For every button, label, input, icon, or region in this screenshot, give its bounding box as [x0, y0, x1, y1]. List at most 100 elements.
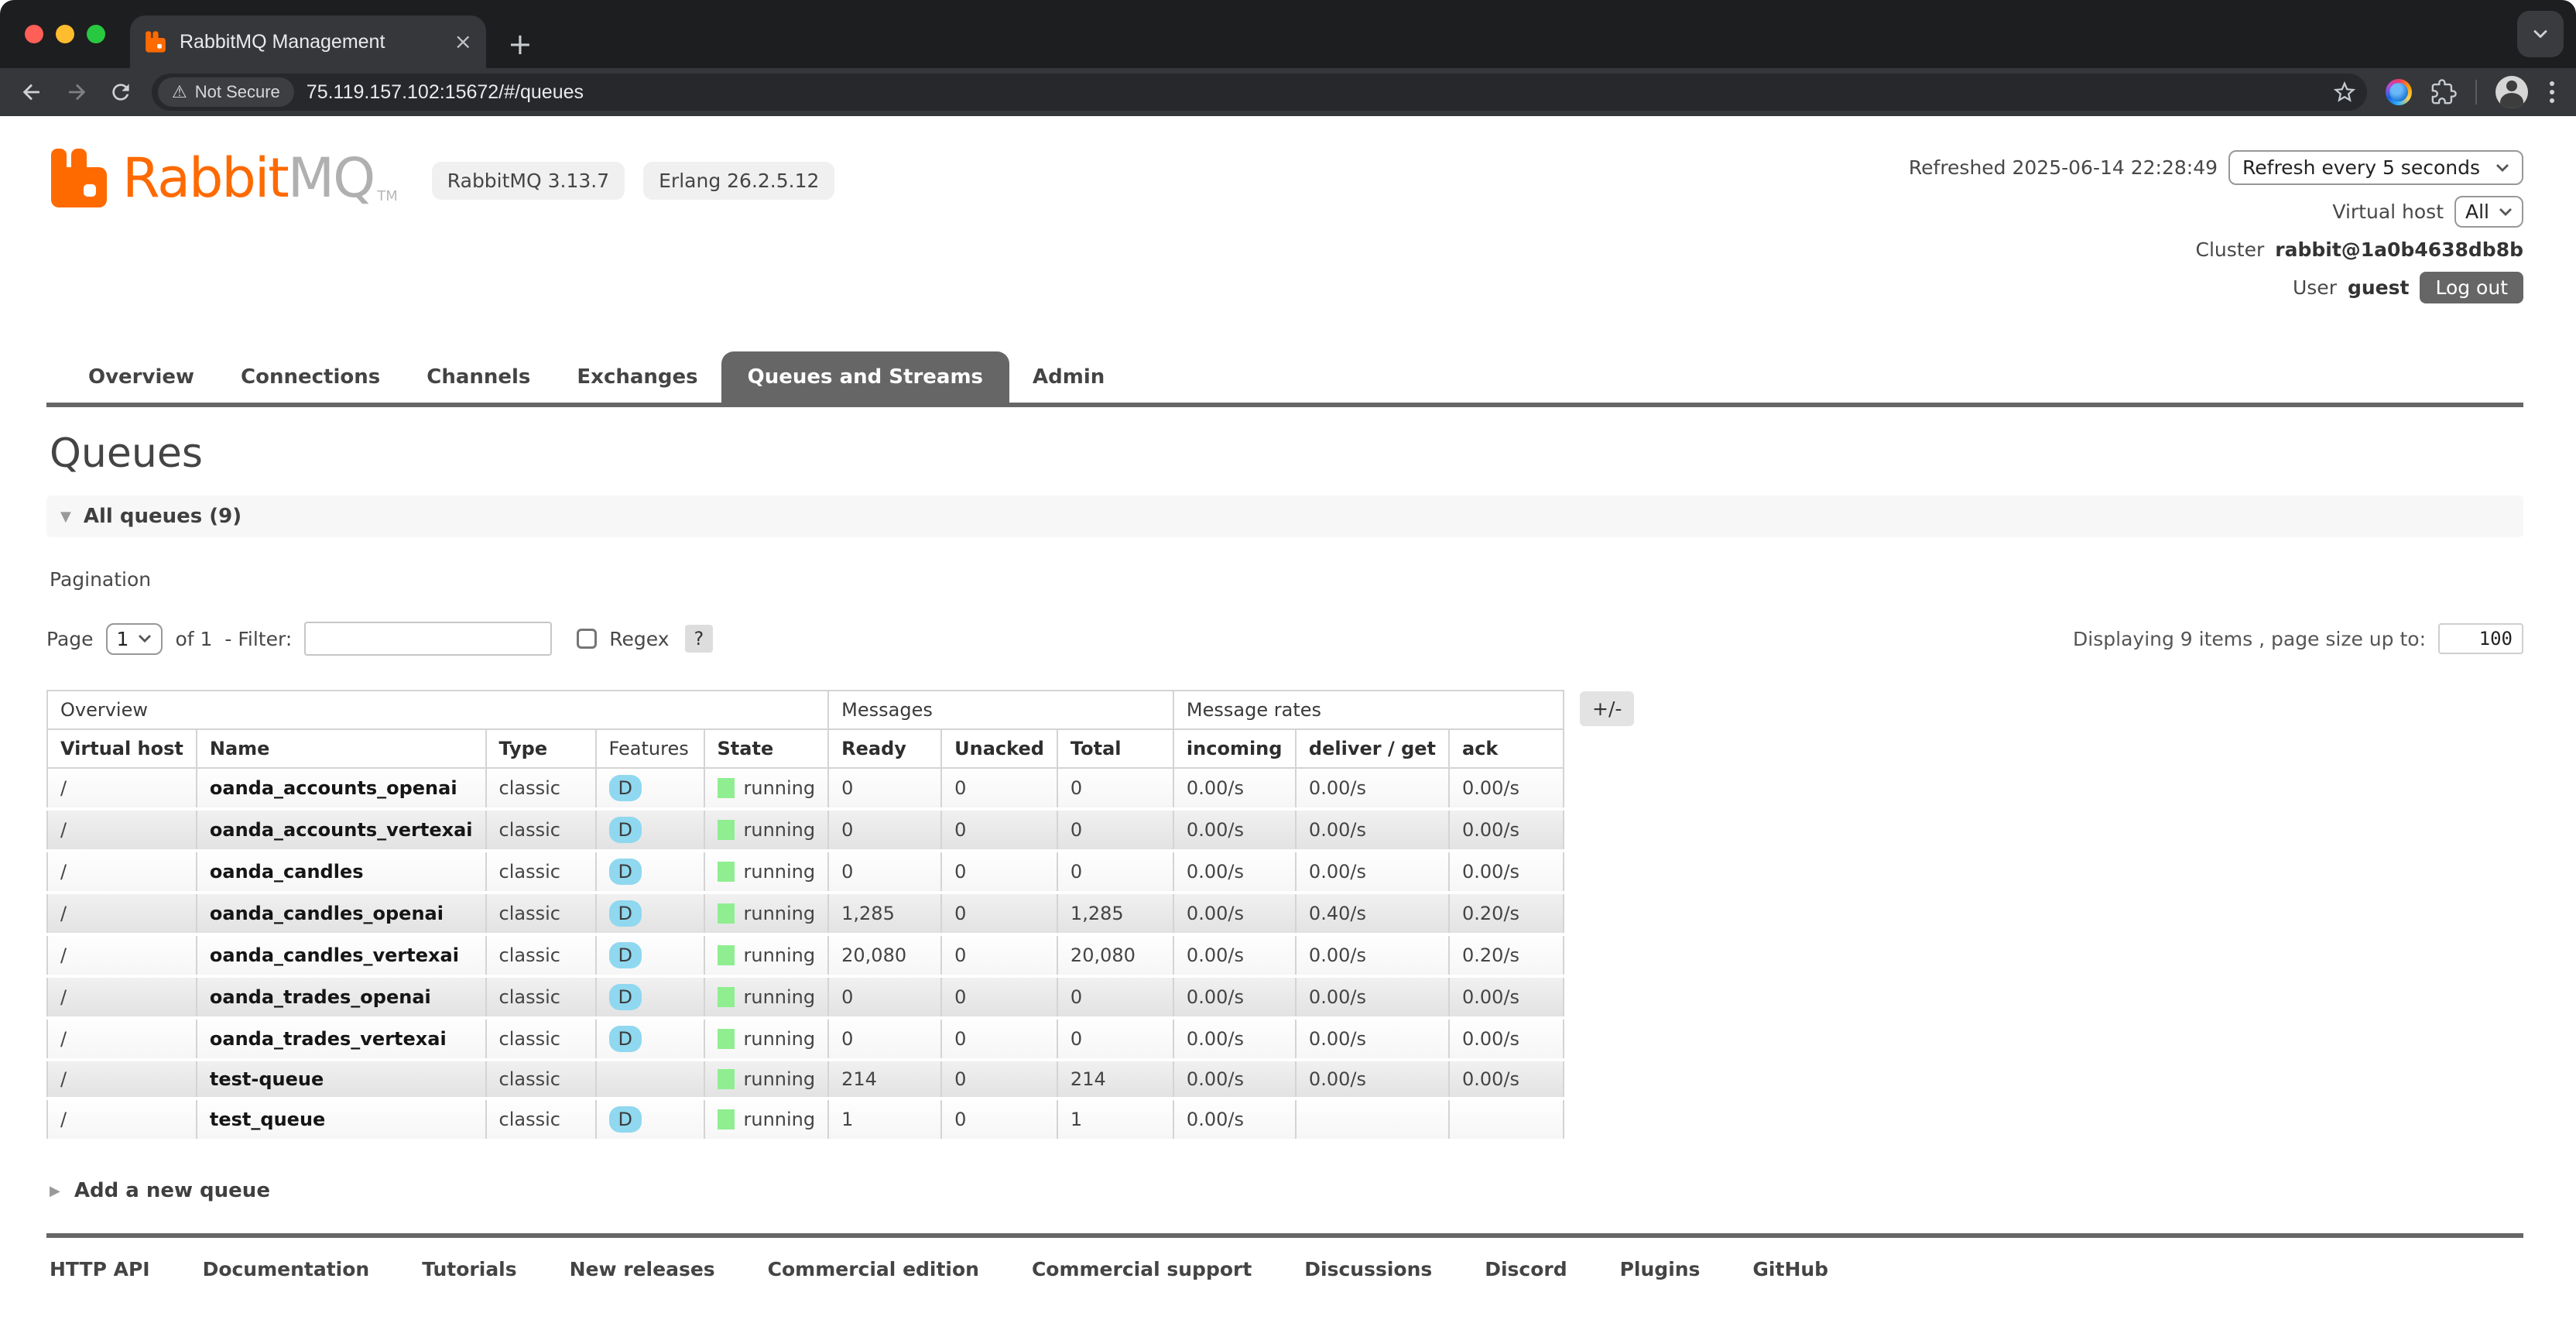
- incoming-rate-cell: 0.00/s: [1173, 1099, 1297, 1142]
- queue-name-link[interactable]: test_queue: [209, 1109, 326, 1130]
- ack-rate-cell: [1449, 1099, 1564, 1142]
- window-zoom-button[interactable]: [87, 25, 105, 43]
- features-cell: D: [595, 1099, 705, 1142]
- ack-rate-cell: 0.00/s: [1449, 1060, 1564, 1100]
- profile-avatar[interactable]: [2496, 76, 2528, 108]
- refresh-interval-select[interactable]: Refresh every 5 seconds: [2228, 150, 2523, 185]
- deliver-get-rate-cell: 0.00/s: [1295, 809, 1451, 852]
- browser-tab[interactable]: RabbitMQ Management ×: [130, 15, 486, 68]
- url-text[interactable]: 75.119.157.102:15672/#/queues: [306, 81, 584, 103]
- filter-label: - Filter:: [224, 627, 293, 650]
- tab-overview[interactable]: Overview: [88, 365, 195, 389]
- queue-name-link[interactable]: test-queue: [209, 1068, 324, 1090]
- browser-menu-icon[interactable]: [2547, 78, 2557, 106]
- footer-link[interactable]: Plugins: [1619, 1258, 1701, 1280]
- queue-name-link[interactable]: oanda_accounts_openai: [209, 777, 457, 799]
- window-controls: [25, 25, 105, 43]
- reload-button[interactable]: [108, 80, 133, 105]
- col-name[interactable]: Name: [196, 728, 487, 769]
- tab-connections[interactable]: Connections: [241, 365, 381, 389]
- add-queue-section-header[interactable]: ▶ Add a new queue: [50, 1179, 2523, 1202]
- rabbitmq-page: RabbitMQ TM RabbitMQ 3.13.7 Erlang 26.2.…: [0, 116, 2576, 1280]
- version-badges: RabbitMQ 3.13.7 Erlang 26.2.5.12: [431, 162, 835, 200]
- tab-search-button[interactable]: [2517, 11, 2564, 57]
- deliver-get-rate-cell: 0.00/s: [1295, 768, 1451, 811]
- refreshed-timestamp: Refreshed 2025-06-14 22:28:49: [1908, 156, 2218, 179]
- queue-name-link[interactable]: oanda_accounts_vertexai: [209, 819, 473, 841]
- col-ready[interactable]: Ready: [828, 728, 943, 769]
- ready-cell: 0: [828, 976, 943, 1020]
- rabbitmq-logo-icon: [46, 147, 111, 209]
- footer-link[interactable]: Commercial edition: [767, 1258, 979, 1280]
- footer-link[interactable]: Commercial support: [1031, 1258, 1252, 1280]
- footer-link[interactable]: New releases: [569, 1258, 715, 1280]
- back-button[interactable]: [19, 79, 45, 105]
- bookmark-star-icon[interactable]: [2331, 79, 2358, 105]
- col-type[interactable]: Type: [485, 728, 597, 769]
- queue-name-link[interactable]: oanda_trades_openai: [209, 986, 431, 1008]
- filter-input[interactable]: [304, 622, 553, 656]
- incoming-rate-cell: 0.00/s: [1173, 976, 1297, 1020]
- tab-queues-and-streams[interactable]: Queues and Streams: [721, 351, 1010, 403]
- ack-rate-cell: 0.00/s: [1449, 1018, 1564, 1061]
- close-tab-icon[interactable]: ×: [454, 29, 472, 54]
- queue-name-link[interactable]: oanda_candles: [209, 861, 364, 883]
- features-cell: D: [595, 1018, 705, 1061]
- extension-lens-icon[interactable]: [2386, 79, 2412, 105]
- tab-exchanges[interactable]: Exchanges: [577, 365, 698, 389]
- page-size-input[interactable]: [2438, 623, 2523, 654]
- queues-tbody: / oanda_accounts_openai classic D runnin…: [46, 768, 1564, 1142]
- col-ack[interactable]: ack: [1449, 728, 1564, 769]
- unacked-cell: 0: [941, 768, 1058, 811]
- window-close-button[interactable]: [25, 25, 43, 43]
- features-cell: [595, 1060, 705, 1100]
- page-number-select[interactable]: 1: [105, 622, 163, 655]
- forward-button[interactable]: [63, 79, 90, 105]
- group-messages: Messages: [828, 690, 1174, 730]
- incoming-rate-cell: 0.00/s: [1173, 768, 1297, 811]
- extensions-puzzle-icon[interactable]: [2430, 79, 2457, 105]
- col-total[interactable]: Total: [1057, 728, 1174, 769]
- url-bar[interactable]: ⚠ Not Secure 75.119.157.102:15672/#/queu…: [152, 74, 2367, 111]
- col-state[interactable]: State: [704, 728, 830, 769]
- regex-checkbox[interactable]: [577, 629, 598, 649]
- unacked-cell: 0: [941, 976, 1058, 1020]
- ack-rate-cell: 0.00/s: [1449, 851, 1564, 894]
- footer-link[interactable]: HTTP API: [50, 1258, 150, 1280]
- rabbitmq-logo[interactable]: RabbitMQ TM RabbitMQ 3.13.7 Erlang 26.2.…: [46, 147, 835, 209]
- running-indicator-icon: [717, 778, 735, 798]
- regex-help-button[interactable]: ?: [684, 625, 714, 653]
- type-cell: classic: [485, 1099, 597, 1142]
- tab-channels[interactable]: Channels: [426, 365, 531, 389]
- footer-link[interactable]: Documentation: [202, 1258, 370, 1280]
- unacked-cell: 0: [941, 1018, 1058, 1061]
- ready-cell: 0: [828, 1018, 943, 1061]
- masthead: RabbitMQ TM RabbitMQ 3.13.7 Erlang 26.2.…: [46, 147, 2523, 314]
- footer-divider: [46, 1233, 2523, 1238]
- queue-name-link[interactable]: oanda_trades_vertexai: [209, 1028, 447, 1050]
- deliver-get-rate-cell: 0.40/s: [1295, 893, 1451, 936]
- all-queues-section-header[interactable]: ▼ All queues (9): [46, 495, 2523, 537]
- logout-button[interactable]: Log out: [2420, 272, 2523, 303]
- queue-name-link[interactable]: oanda_candles_openai: [209, 903, 444, 924]
- col-virtual-host[interactable]: Virtual host: [46, 728, 197, 769]
- queue-name-link[interactable]: oanda_candles_vertexai: [209, 944, 459, 966]
- window-minimize-button[interactable]: [56, 25, 74, 43]
- tab-admin[interactable]: Admin: [1033, 365, 1105, 389]
- not-secure-chip[interactable]: ⚠ Not Secure: [158, 77, 294, 107]
- col-unacked[interactable]: Unacked: [941, 728, 1058, 769]
- col-deliver-get[interactable]: deliver / get: [1295, 728, 1451, 769]
- col-incoming[interactable]: incoming: [1173, 728, 1297, 769]
- total-cell: 1: [1057, 1099, 1174, 1142]
- table-row: / oanda_candles classic D running 0: [46, 851, 1564, 894]
- durable-badge: D: [608, 984, 642, 1010]
- footer-link[interactable]: Tutorials: [422, 1258, 517, 1280]
- footer-link[interactable]: Discord: [1485, 1258, 1567, 1280]
- new-tab-button[interactable]: +: [508, 27, 533, 61]
- vhost-select[interactable]: All: [2454, 196, 2523, 228]
- footer-link[interactable]: GitHub: [1752, 1258, 1829, 1280]
- state-cell: running: [704, 1018, 830, 1061]
- queue-name-cell: oanda_accounts_openai: [196, 768, 487, 811]
- toggle-columns-button[interactable]: +/-: [1580, 691, 1635, 726]
- footer-link[interactable]: Discussions: [1304, 1258, 1433, 1280]
